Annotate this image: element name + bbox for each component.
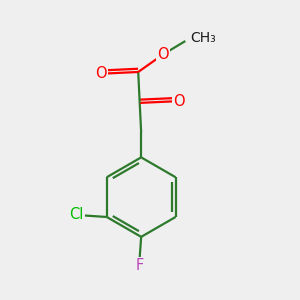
Text: Cl: Cl bbox=[69, 206, 84, 221]
Text: O: O bbox=[173, 94, 184, 109]
Text: O: O bbox=[95, 66, 106, 81]
Text: O: O bbox=[158, 47, 169, 62]
Text: CH₃: CH₃ bbox=[190, 31, 215, 45]
Text: F: F bbox=[136, 258, 144, 273]
